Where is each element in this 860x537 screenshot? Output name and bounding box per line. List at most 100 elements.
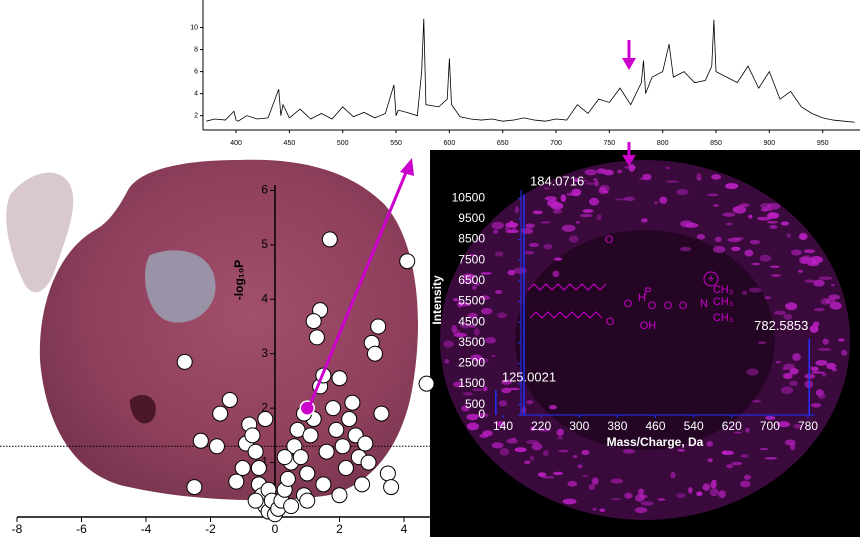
ion-speckle [774,311,786,315]
y-tick-label: 3500 [458,335,485,349]
ion-speckle [515,206,519,213]
ion-speckle [495,290,502,294]
point [316,477,331,492]
point [177,354,192,369]
x-tick-label: 300 [569,419,589,433]
ion-speckle [561,194,567,202]
y-tick-label: 10500 [452,190,486,204]
x-tick-label: 620 [722,419,742,433]
point [361,455,376,470]
y-tick-label: 4 [194,90,198,97]
ion-speckle [529,243,539,247]
ion-speckle [638,488,644,494]
ion-speckle [580,214,593,217]
ion-speckle [785,302,797,310]
point [277,450,292,465]
ion-speckle [731,247,740,251]
ion-speckle [593,178,597,181]
x-tick-label: -2 [205,522,216,536]
ion-speckle [727,238,741,242]
y-axis-label: Intensity [430,275,444,325]
structure-label: CH₃ [713,312,733,324]
ion-speckle [741,454,749,458]
ion-speckle [680,247,691,251]
ion-speckle [787,233,791,238]
ion-speckle [552,271,559,278]
structure-label: CH₃ [713,284,733,296]
ion-speckle [497,312,507,318]
structure-label: O [624,298,633,310]
ion-speckle [443,341,453,348]
x-tick-label: 750 [604,140,616,147]
ion-speckle [545,196,557,200]
x-tick-label: 500 [337,140,349,147]
ion-speckle [485,337,496,344]
y-tick-label: 7500 [458,252,485,266]
y-tick-label: 6500 [458,273,485,287]
x-tick-label: 700 [550,140,562,147]
y-tick-label: 5 [261,237,268,251]
y-tick-label: 6 [261,183,268,197]
ion-speckle [466,414,478,420]
ion-speckle [592,508,596,511]
ion-speckle [757,217,771,221]
ion-speckle [770,266,780,268]
ion-speckle [818,393,826,399]
ion-speckle [804,249,815,253]
ion-speckle [760,203,771,208]
tissue-region [145,250,216,322]
ion-speckle [495,251,504,256]
ion-speckle [781,221,789,225]
ion-speckle [722,213,735,217]
ion-speckle [702,483,710,490]
point [284,499,299,514]
ion-speckle [818,348,831,351]
ion-speckle [838,338,845,341]
ion-speckle [688,487,693,494]
ion-speckle [553,210,562,214]
ion-speckle [832,368,837,371]
point [355,477,370,492]
ion-speckle [696,491,702,496]
point [193,433,208,448]
spectrum [206,19,854,123]
ion-speckle [553,472,563,475]
peak-label: 184.0716 [530,174,584,189]
ion-speckle [500,448,510,456]
ion-speckle [493,229,498,234]
ion-speckle [589,198,599,206]
ion-speckle [467,422,479,430]
point [345,395,360,410]
ion-speckle [731,462,742,466]
ion-speckle [762,208,772,211]
ion-speckle [676,493,686,498]
ion-speckle [654,201,658,204]
point [280,471,295,486]
x-tick-label: 900 [763,140,775,147]
ion-speckle [802,255,813,262]
ion-speckle [612,498,621,500]
ion-speckle [821,298,831,305]
ion-speckle [744,249,753,256]
ion-speckle [764,457,777,459]
ion-speckle [708,458,713,462]
ion-speckle [713,246,725,253]
point [384,480,399,495]
ion-speckle [712,480,717,482]
structure-label: P [644,286,651,298]
point [338,461,353,476]
ion-speckle [635,507,648,513]
ion-speckle [710,488,719,496]
y-tick-label: 6 [194,68,198,75]
y-tick-label: 5500 [458,294,485,308]
x-tick-label: 2 [336,522,343,536]
ion-speckle [713,204,719,206]
ion-speckle [790,443,795,450]
ion-speckle [549,405,557,410]
y-axis-label: -log₁₀P [232,260,246,300]
ion-speckle [750,240,761,245]
x-tick-label: 950 [817,140,829,147]
ion-speckle [665,166,670,169]
page: {"chart_data": [ {"type": "line", "color… [0,0,860,537]
ion-speckle [544,244,553,250]
